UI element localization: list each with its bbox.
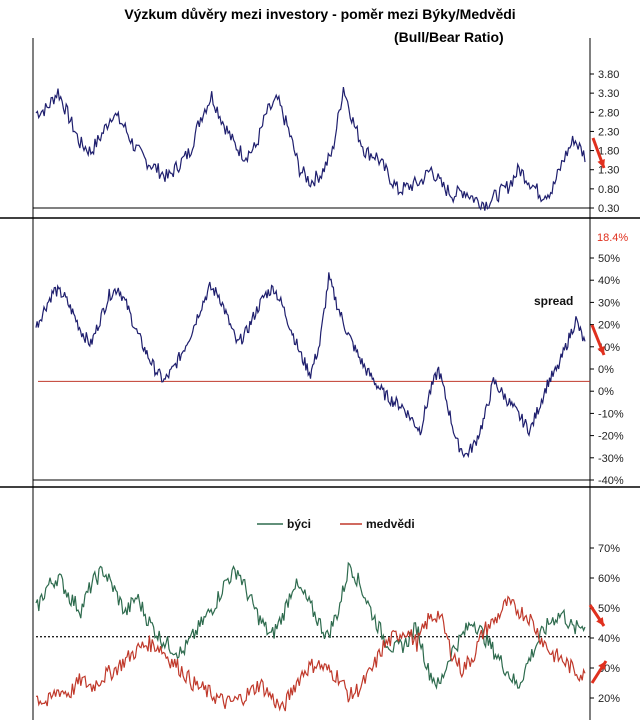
spread-series-line — [35, 272, 586, 459]
annotation-18-4-percent: 18.4% — [597, 232, 628, 244]
spread-tick-label: -40% — [598, 475, 624, 487]
chart-title-line1: Výzkum důvěry mezi investory - poměr mez… — [124, 6, 516, 22]
spread-tick-label: 40% — [598, 275, 620, 287]
ratio-tick-label: 3.30 — [598, 88, 619, 100]
panel-spread: 50%40%30%20%10%0%0%-10%-20%-30%-40%18.4%… — [35, 232, 628, 487]
ratio-tick-label: 2.30 — [598, 126, 619, 138]
panel-frames — [0, 38, 640, 720]
ratio-tick-label: 0.80 — [598, 184, 619, 196]
ratio-tick-label: 3.80 — [598, 69, 619, 81]
spread-tick-label: -20% — [598, 431, 624, 443]
panel-bulls-bears: 70%60%50%40%30%20%býci medvědi — [35, 517, 620, 712]
spread-tick-label: -30% — [598, 453, 624, 465]
spread-tick-label: 30% — [598, 297, 620, 309]
spread-trend-arrow-head — [597, 346, 605, 355]
panel-bull-bear-ratio: 3.80 3.30 2.80 2.30 1.80 1.30 0.80 0.30 — [35, 69, 619, 215]
ratio-series-line — [35, 87, 586, 211]
ratio-tick-label: 1.30 — [598, 165, 619, 177]
legend-bulls-label: býci — [287, 517, 311, 531]
bulls-trend-arrow-head — [596, 617, 604, 626]
bulls-series-line — [35, 561, 586, 690]
annotation-spread: spread — [534, 294, 573, 308]
legend-bears-label: medvědi — [366, 517, 415, 531]
ratio-trend-arrow-head — [597, 159, 605, 168]
percent-tick-label: 20% — [598, 693, 620, 705]
percent-tick-label: 70% — [598, 543, 620, 555]
spread-tick-label: -10% — [598, 408, 624, 420]
ratio-tick-label: 0.30 — [598, 203, 619, 215]
bears-series-line — [35, 595, 586, 712]
spread-tick-label: 50% — [598, 253, 620, 265]
bears-trend-arrow-head — [598, 661, 606, 670]
ratio-tick-label: 1.80 — [598, 146, 619, 158]
percent-tick-label: 50% — [598, 603, 620, 615]
percent-tick-label: 40% — [598, 633, 620, 645]
chart-title-line2: (Bull/Bear Ratio) — [394, 29, 504, 45]
spread-tick-label: 0% — [598, 364, 614, 376]
spread-tick-label: 0% — [598, 386, 614, 398]
ratio-tick-label: 2.80 — [598, 107, 619, 119]
spread-tick-label: 20% — [598, 320, 620, 332]
percent-tick-label: 60% — [598, 573, 620, 585]
